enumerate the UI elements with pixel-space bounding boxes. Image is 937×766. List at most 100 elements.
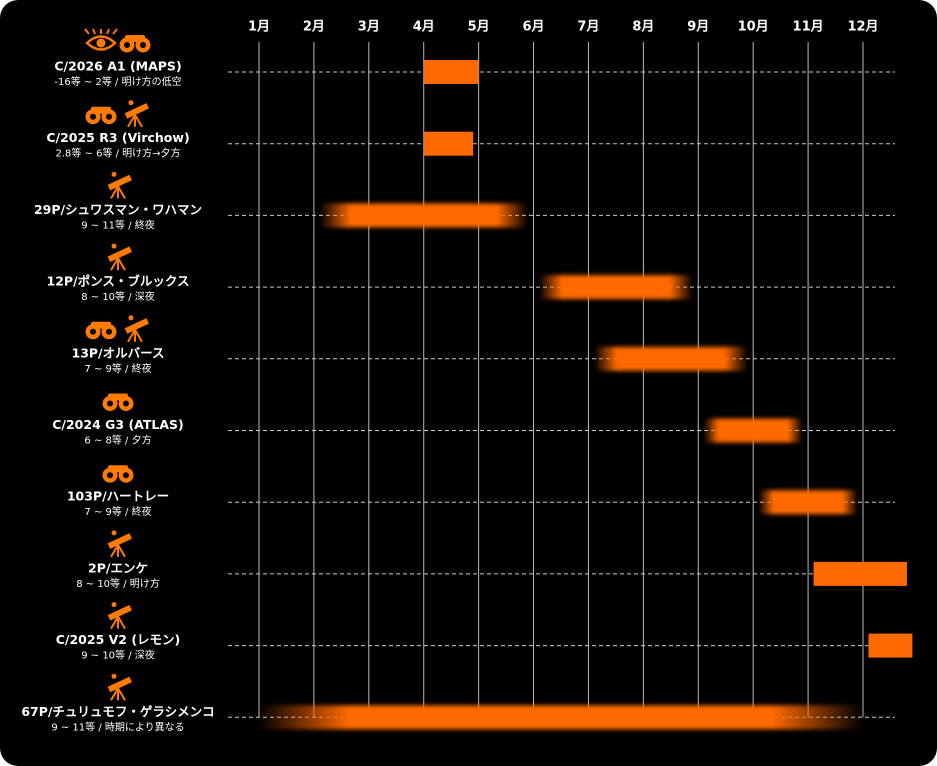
eye-lash [92, 28, 96, 35]
telescope-head [111, 171, 117, 177]
binocular-inner [107, 472, 113, 479]
comet-detail: 7 ~ 9等 / 終夜 [84, 505, 151, 518]
visibility-bar [593, 346, 748, 371]
telescope-leg [110, 616, 119, 630]
telescope-head [128, 100, 134, 106]
telescope-tube [124, 103, 149, 119]
visibility-bar [539, 275, 693, 300]
instrument-icons [107, 602, 132, 630]
instrument-icons [102, 465, 134, 483]
comet-name: C/2025 R3 (Virchow) [46, 130, 189, 145]
comet-name: 103P/ハートレー [67, 489, 169, 504]
visibility-bar [868, 633, 913, 658]
telescope-leg [117, 257, 126, 271]
comet-detail: 7 ~ 9等 / 終夜 [84, 362, 151, 375]
telescope-head [111, 602, 117, 608]
binocular-inner [123, 400, 129, 407]
comet-name: C/2024 G3 (ATLAS) [52, 417, 184, 432]
comet-name: 67P/チュリュモフ・ゲラシメンコ [21, 704, 214, 719]
telescope-leg [110, 544, 119, 558]
month-label: 5月 [468, 20, 490, 35]
comet-detail: 9 ~ 11等 / 時期により異なる [51, 720, 184, 733]
comet-detail: 6 ~ 8等 / 夕方 [84, 434, 151, 447]
telescope-head [111, 243, 117, 249]
month-label: 12月 [847, 20, 878, 35]
eye-lash [106, 28, 110, 35]
instrument-icons [107, 673, 132, 701]
binocular-bridge [108, 465, 128, 473]
visibility-bar [423, 131, 474, 156]
comet-name: 12P/ポンス・ブルックス [47, 274, 190, 289]
binocular-inner [123, 472, 129, 479]
visibility-bar [259, 705, 863, 730]
comet-name: 2P/エンケ [88, 560, 148, 575]
binocular-bridge [108, 393, 128, 401]
instrument-icons [85, 315, 149, 343]
visibility-bar [758, 490, 858, 515]
telescope-tube [107, 676, 132, 693]
month-label: 7月 [577, 20, 599, 35]
telescope-head [128, 315, 134, 321]
month-label: 4月 [413, 20, 435, 35]
eye-lash [84, 28, 90, 35]
binocular-inner [140, 42, 146, 48]
telescope-leg [134, 329, 143, 343]
binocular-bridge [91, 106, 111, 114]
binocular-inner [106, 328, 112, 335]
month-label: 9月 [687, 20, 709, 35]
comet-detail: 9 ~ 10等 / 深夜 [81, 649, 155, 662]
visibility-bar [423, 60, 479, 84]
month-label: 10月 [738, 20, 769, 35]
telescope-leg [134, 114, 143, 128]
binocular-inner [124, 42, 130, 48]
comet-detail: -16等 ~ 2等 / 明け方の低空 [54, 75, 181, 88]
binocular-bridge [125, 35, 145, 42]
comet-name: C/2025 V2 (レモン) [56, 632, 181, 647]
telescope-leg [127, 329, 136, 343]
telescope-leg [117, 616, 126, 630]
month-label: 3月 [358, 20, 380, 35]
comet-name: C/2026 A1 (MAPS) [54, 59, 181, 74]
month-label: 2月 [303, 20, 325, 35]
comet-detail: 8 ~ 10等 / 明け方 [76, 577, 160, 590]
instrument-icons [102, 393, 134, 411]
telescope-tube [107, 246, 132, 263]
month-label: 8月 [632, 20, 654, 35]
telescope-leg [110, 185, 119, 199]
telescope-head [111, 530, 117, 536]
eye-icon [85, 35, 117, 51]
telescope-leg [117, 544, 126, 558]
instrument-icons [84, 28, 151, 53]
binocular-inner [107, 400, 113, 407]
binocular-inner [90, 328, 96, 335]
eye-lash [112, 28, 118, 35]
comet-detail: 8 ~ 10等 / 深夜 [81, 290, 155, 303]
binocular-inner [106, 113, 112, 120]
binocular-inner [90, 113, 96, 120]
visibility-bar [703, 418, 803, 443]
comet-name: 13P/オルバース [72, 345, 165, 360]
instrument-icons [107, 243, 132, 271]
telescope-leg [127, 114, 136, 128]
comet-name: 29P/シュワスマン・ワハマン [34, 202, 202, 217]
telescope-leg [117, 185, 126, 199]
month-label: 1月 [248, 20, 270, 35]
telescope-leg [117, 687, 126, 701]
month-label: 11月 [793, 20, 824, 35]
telescope-tube [107, 174, 132, 191]
telescope-head [111, 673, 117, 679]
visibility-bar [319, 203, 529, 228]
telescope-tube [107, 604, 132, 621]
instrument-icons [107, 171, 132, 199]
binocular-bridge [91, 321, 111, 329]
telescope-leg [110, 687, 119, 701]
instrument-icons [107, 530, 132, 558]
comet-detail: 2.8等 ~ 6等 / 明け方→夕方 [55, 147, 180, 160]
visibility-bar [813, 561, 907, 586]
telescope-leg [110, 257, 119, 271]
comet-detail: 9 ~ 11等 / 終夜 [81, 218, 155, 231]
telescope-tube [124, 318, 149, 334]
